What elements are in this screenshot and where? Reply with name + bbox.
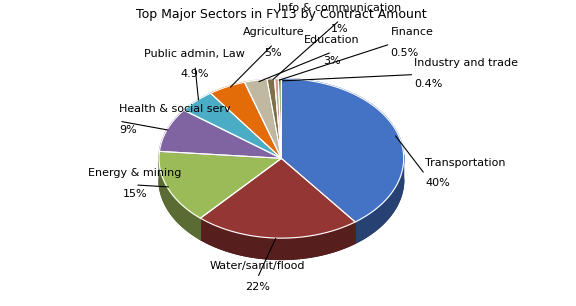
- Text: 9%: 9%: [119, 125, 137, 135]
- Polygon shape: [355, 155, 404, 243]
- Polygon shape: [200, 218, 355, 259]
- Text: 5%: 5%: [264, 48, 282, 58]
- Text: 4.9%: 4.9%: [181, 69, 209, 79]
- Polygon shape: [159, 180, 281, 239]
- Text: Transportation: Transportation: [425, 158, 506, 168]
- Text: 22%: 22%: [245, 282, 270, 292]
- Text: Info & communication: Info & communication: [278, 3, 401, 13]
- Polygon shape: [278, 79, 281, 158]
- Text: 40%: 40%: [425, 178, 450, 188]
- Polygon shape: [184, 93, 281, 158]
- Polygon shape: [281, 180, 404, 243]
- Text: 3%: 3%: [323, 56, 340, 66]
- Polygon shape: [245, 79, 281, 158]
- Text: Agriculture: Agriculture: [242, 27, 304, 37]
- Text: Public admin, Law: Public admin, Law: [145, 49, 245, 59]
- Polygon shape: [160, 110, 281, 158]
- Text: Finance: Finance: [391, 27, 433, 37]
- Text: 0.5%: 0.5%: [391, 48, 419, 58]
- Polygon shape: [281, 79, 404, 222]
- Text: Health & social serv: Health & social serv: [119, 104, 231, 114]
- Polygon shape: [159, 155, 200, 239]
- Text: Top Major Sectors in FY13 by Contract Amount: Top Major Sectors in FY13 by Contract Am…: [136, 8, 427, 21]
- Polygon shape: [211, 82, 281, 158]
- Text: 0.4%: 0.4%: [414, 79, 443, 88]
- Text: Energy & mining: Energy & mining: [88, 168, 182, 178]
- Text: Water/sanit/flood: Water/sanit/flood: [210, 261, 305, 271]
- Polygon shape: [275, 79, 281, 158]
- Text: Education: Education: [304, 35, 359, 45]
- Text: 15%: 15%: [123, 189, 147, 199]
- Polygon shape: [200, 180, 355, 259]
- Text: 1%: 1%: [331, 24, 348, 34]
- Polygon shape: [200, 158, 355, 238]
- Polygon shape: [159, 151, 281, 218]
- Text: Industry and trade: Industry and trade: [414, 58, 518, 68]
- Polygon shape: [267, 79, 281, 158]
